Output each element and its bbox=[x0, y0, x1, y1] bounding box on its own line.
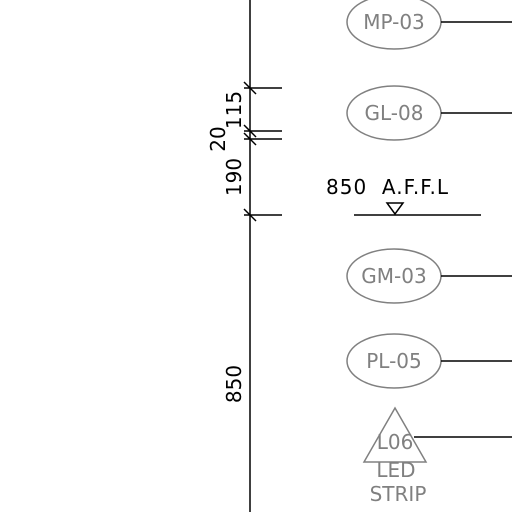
led-strip-line2: STRIP bbox=[370, 482, 427, 506]
tick-mark bbox=[243, 81, 257, 95]
dimension-20: 20 bbox=[206, 126, 230, 151]
tick-mark bbox=[243, 132, 257, 146]
tag-l06-label: L06 bbox=[377, 430, 414, 454]
dimension-850: 850 bbox=[222, 365, 246, 403]
level-triangle-icon bbox=[385, 202, 405, 216]
tag-l06-triangle-icon bbox=[362, 406, 428, 463]
tick-mark bbox=[243, 208, 257, 222]
tick-mark bbox=[243, 124, 257, 138]
tag-pl-05-label: PL-05 bbox=[366, 349, 422, 373]
tag-mp-03-label: MP-03 bbox=[363, 10, 425, 34]
led-strip-line1: LED bbox=[376, 458, 415, 482]
tag-gl-08-label: GL-08 bbox=[365, 101, 424, 125]
dimension-190: 190 bbox=[222, 158, 246, 196]
dimension-115: 115 bbox=[222, 91, 246, 129]
tag-gm-03-label: GM-03 bbox=[361, 264, 426, 288]
level-label: 850 A.F.F.L bbox=[326, 175, 449, 199]
